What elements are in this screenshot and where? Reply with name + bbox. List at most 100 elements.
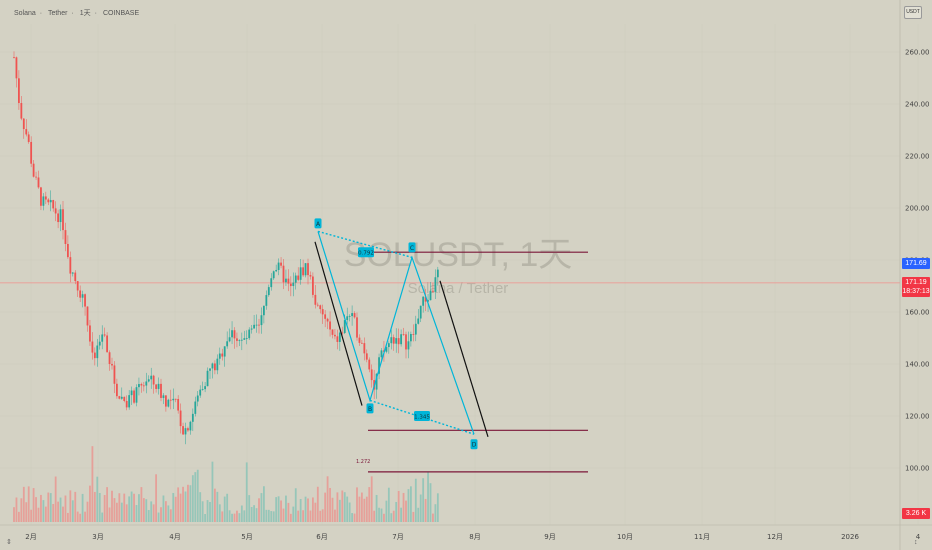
candle-body bbox=[263, 305, 265, 316]
candle-body bbox=[346, 316, 349, 321]
volume-bar bbox=[402, 492, 405, 522]
volume-bar bbox=[49, 493, 52, 522]
volume-bar bbox=[89, 485, 91, 522]
volume-bar bbox=[25, 502, 28, 522]
candle-body bbox=[348, 316, 351, 317]
candle-body bbox=[86, 306, 89, 326]
candle-body bbox=[378, 357, 380, 374]
candle-body bbox=[258, 324, 260, 326]
volume-bars bbox=[13, 446, 439, 522]
candle-body bbox=[130, 390, 133, 396]
volume-bar bbox=[331, 497, 334, 522]
volume-bar bbox=[414, 478, 417, 522]
volume-bar bbox=[348, 502, 351, 522]
scale-toggle-right[interactable]: ↕ bbox=[914, 539, 918, 546]
candle-body bbox=[125, 400, 128, 408]
candle-body bbox=[174, 398, 177, 400]
candle-body bbox=[13, 57, 15, 58]
volume-bar bbox=[44, 506, 47, 522]
candle-body bbox=[370, 369, 373, 381]
volume-bar bbox=[434, 504, 437, 522]
time-axis[interactable]: 2月 3月 4月 5月 6月 7月 8月 9月 10月 11月 12月 2026 4 bbox=[0, 524, 932, 541]
volume-bar bbox=[204, 513, 206, 522]
volume-bar bbox=[157, 512, 160, 522]
volume-bar bbox=[238, 513, 241, 522]
candle-body bbox=[42, 196, 45, 206]
volume-bar bbox=[432, 513, 434, 522]
candle-body bbox=[62, 209, 64, 231]
candle-body bbox=[361, 342, 363, 344]
candle-body bbox=[385, 347, 388, 352]
candle-body bbox=[49, 200, 52, 203]
volume-bar bbox=[20, 498, 23, 522]
candle-body bbox=[113, 365, 116, 384]
volume-bar bbox=[35, 497, 37, 522]
currency-button[interactable]: USDT bbox=[904, 6, 922, 19]
candle-body bbox=[419, 305, 422, 319]
volume-bar bbox=[365, 496, 368, 522]
volume-bar bbox=[101, 512, 104, 522]
candle-body bbox=[321, 309, 324, 315]
candle-body bbox=[392, 337, 395, 344]
pattern-point-box bbox=[314, 218, 322, 229]
candle-body bbox=[18, 78, 20, 104]
volume-bar bbox=[76, 511, 79, 522]
volume-bar bbox=[231, 513, 233, 522]
candle-body bbox=[260, 315, 263, 326]
volume-bar bbox=[206, 500, 209, 522]
volume-bar bbox=[321, 509, 324, 522]
volume-bar bbox=[250, 507, 253, 522]
candle-body bbox=[387, 343, 390, 348]
volume-bar bbox=[155, 474, 157, 522]
volume-bar bbox=[277, 496, 280, 522]
time-tick-label: 5月 bbox=[241, 533, 252, 541]
time-tick-label: 6月 bbox=[316, 533, 327, 541]
volume-bar bbox=[233, 513, 236, 522]
volume-bar bbox=[255, 508, 258, 522]
candle-body bbox=[20, 103, 23, 119]
volume-bar bbox=[260, 493, 263, 522]
volume-bar bbox=[27, 486, 30, 522]
volume-bar bbox=[361, 492, 363, 522]
volume-bar bbox=[145, 499, 148, 522]
candle-body bbox=[47, 199, 50, 203]
volume-bar bbox=[42, 500, 45, 522]
candle-body bbox=[417, 318, 420, 324]
candle-body bbox=[209, 368, 211, 371]
candle-body bbox=[375, 373, 378, 390]
ratio-box bbox=[414, 411, 430, 421]
candle-body bbox=[424, 296, 427, 302]
volume-bar bbox=[326, 476, 329, 522]
candle-body bbox=[402, 334, 405, 336]
time-tick-label: 7月 bbox=[392, 533, 403, 541]
extension-label: 1.272 bbox=[356, 459, 370, 465]
price-tag-red-countdown: 18:37:13 bbox=[902, 288, 930, 295]
candle-body bbox=[155, 384, 157, 389]
volume-bar bbox=[392, 510, 395, 522]
volume-bar bbox=[22, 486, 25, 522]
candle-body bbox=[98, 341, 101, 346]
volume-bar bbox=[343, 492, 346, 522]
candle-body bbox=[101, 334, 104, 342]
volume-bar bbox=[91, 446, 94, 522]
volume-bar bbox=[338, 499, 341, 522]
candle-body bbox=[238, 340, 241, 342]
volume-bar bbox=[297, 510, 300, 522]
volume-bar bbox=[407, 489, 410, 522]
volume-bar bbox=[419, 494, 422, 522]
volume-bar bbox=[236, 510, 238, 522]
candle-body bbox=[294, 275, 297, 283]
horizontal-levels[interactable]: 1.272 bbox=[356, 251, 588, 473]
scale-toggle-left[interactable]: ⇕ bbox=[6, 539, 12, 546]
candle-body bbox=[236, 338, 238, 341]
volume-bar bbox=[194, 472, 197, 522]
candle-body bbox=[79, 290, 82, 298]
candle-body bbox=[128, 395, 131, 408]
pattern-point-box bbox=[408, 242, 416, 253]
candle-body bbox=[405, 334, 407, 350]
volume-bar bbox=[240, 505, 243, 522]
harmonic-pattern[interactable]: A B C D 0.792 1.345 bbox=[314, 218, 489, 450]
volume-bar bbox=[84, 511, 86, 522]
